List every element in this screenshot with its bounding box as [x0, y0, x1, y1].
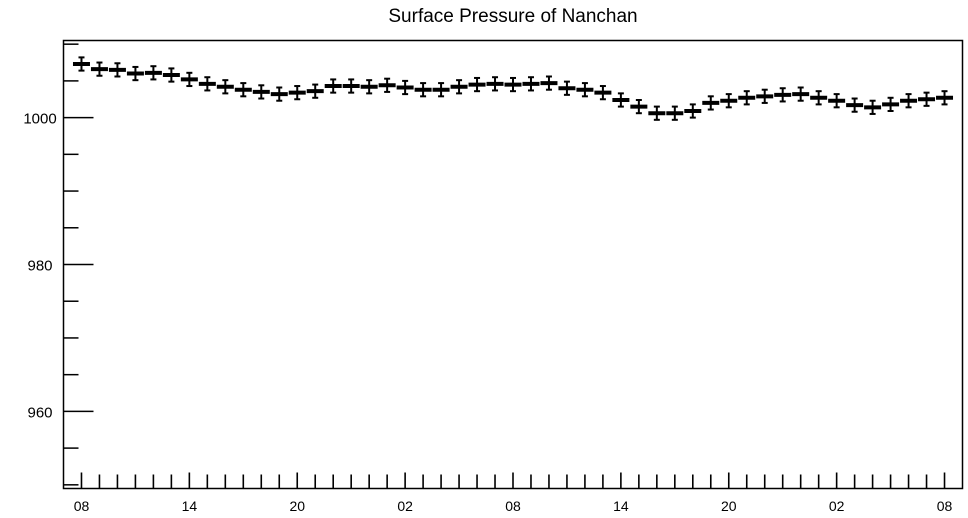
data-point — [414, 82, 432, 98]
data-point — [882, 96, 900, 113]
data-point — [936, 90, 954, 106]
data-point — [702, 95, 720, 111]
x-tick-label: 14 — [182, 498, 198, 514]
chart-title: Surface Pressure of Nanchan — [388, 6, 637, 27]
data-point — [450, 79, 468, 95]
data-point — [540, 75, 558, 91]
data-point — [252, 84, 270, 100]
x-tick-label: 02 — [829, 498, 845, 514]
data-point — [828, 93, 846, 109]
x-tick-label: 20 — [289, 498, 305, 514]
plot-frame — [62, 39, 964, 490]
x-tick-label: 20 — [721, 498, 737, 514]
x-tick-label: 08 — [505, 498, 521, 514]
data-point — [306, 83, 324, 99]
y-tick-label: 960 — [27, 404, 52, 421]
data-point — [468, 76, 486, 93]
data-point — [162, 67, 180, 83]
data-point — [126, 65, 144, 82]
data-point — [684, 103, 702, 119]
data-point — [216, 79, 234, 95]
data-point — [720, 93, 738, 109]
data-point — [180, 71, 198, 88]
data-point — [486, 76, 504, 92]
y-tick-label: 980 — [27, 258, 52, 275]
data-point — [918, 91, 936, 107]
x-tick-label: 08 — [937, 498, 953, 514]
data-point — [378, 77, 396, 93]
data-point — [342, 78, 360, 94]
data-point — [360, 79, 378, 95]
data-point — [900, 93, 918, 109]
data-point — [504, 76, 522, 93]
data-point — [738, 90, 756, 106]
data-point — [198, 76, 216, 92]
data-point — [432, 82, 450, 98]
x-tick-label: 08 — [74, 498, 90, 514]
data-point — [594, 85, 612, 101]
data-point — [648, 105, 666, 121]
pressure-series — [72, 56, 954, 121]
data-point — [612, 92, 630, 108]
data-point — [810, 90, 828, 106]
data-point — [792, 86, 810, 102]
data-point — [774, 87, 792, 103]
x-tick-label: 14 — [613, 498, 629, 514]
y-tick-label: 1000 — [23, 111, 56, 128]
data-point — [666, 105, 684, 121]
data-point — [846, 97, 864, 113]
data-point — [144, 65, 162, 81]
x-tick-label: 02 — [397, 498, 413, 514]
data-point — [576, 82, 594, 98]
data-point — [270, 86, 288, 102]
data-point — [72, 56, 90, 72]
data-point — [630, 98, 648, 115]
y-axis: 960 980 1000 — [23, 43, 94, 486]
data-point — [396, 79, 414, 96]
x-axis: 08 14 20 02 08 14 20 02 08 — [74, 472, 953, 514]
data-point — [108, 62, 126, 78]
data-point — [324, 78, 342, 94]
data-point — [288, 85, 306, 101]
data-point — [864, 99, 882, 115]
data-point — [558, 80, 576, 96]
data-point — [234, 82, 252, 98]
data-point — [522, 76, 540, 92]
data-point — [90, 61, 108, 77]
data-point — [756, 88, 774, 104]
